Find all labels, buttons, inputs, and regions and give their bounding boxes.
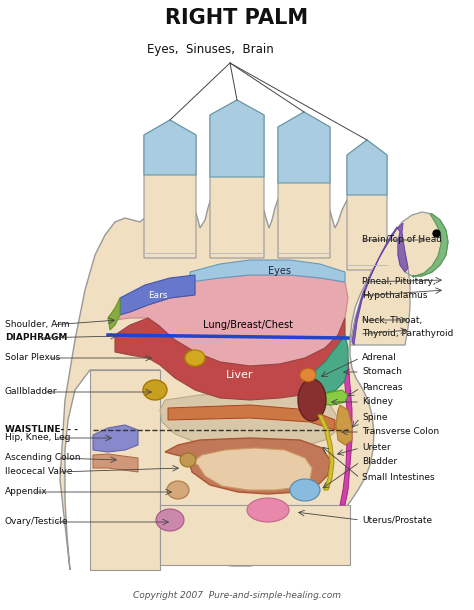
Polygon shape [340, 340, 352, 505]
Ellipse shape [156, 509, 184, 531]
Text: Pancreas: Pancreas [362, 384, 402, 392]
Ellipse shape [143, 380, 167, 400]
Text: Copyright 2007  Pure-and-simple-healing.com: Copyright 2007 Pure-and-simple-healing.c… [133, 592, 341, 600]
Text: Gallbladder: Gallbladder [5, 387, 57, 397]
Text: Small Intestines: Small Intestines [362, 473, 435, 483]
Polygon shape [210, 100, 264, 177]
Polygon shape [278, 112, 330, 183]
Text: Adrenal: Adrenal [362, 354, 397, 362]
Polygon shape [412, 214, 448, 276]
Polygon shape [160, 505, 350, 565]
Ellipse shape [180, 453, 196, 467]
Polygon shape [190, 260, 345, 282]
Polygon shape [350, 212, 448, 345]
Polygon shape [312, 335, 348, 393]
Ellipse shape [300, 368, 316, 381]
Polygon shape [93, 454, 138, 472]
Text: Ascending Colon: Ascending Colon [5, 453, 81, 462]
Text: Hypothalamus: Hypothalamus [362, 292, 428, 301]
Text: Uterus/Prostate: Uterus/Prostate [362, 515, 432, 525]
Polygon shape [165, 438, 330, 494]
Text: Kidney: Kidney [362, 398, 393, 406]
Text: Solar Plexus: Solar Plexus [5, 354, 60, 362]
Polygon shape [336, 405, 352, 445]
Text: Appendix: Appendix [5, 487, 48, 497]
Ellipse shape [247, 498, 289, 522]
Ellipse shape [298, 379, 326, 421]
Polygon shape [192, 448, 312, 490]
Polygon shape [144, 120, 196, 175]
Polygon shape [160, 393, 338, 449]
Polygon shape [115, 318, 345, 400]
Text: Thyroid, Parathyroid: Thyroid, Parathyroid [362, 329, 453, 339]
Polygon shape [90, 370, 160, 570]
Text: Spine: Spine [362, 414, 388, 423]
Polygon shape [168, 405, 335, 430]
Text: Stomach: Stomach [362, 367, 402, 376]
Text: DIAPHRAGM: DIAPHRAGM [5, 334, 67, 342]
Text: Lung/Breast/Chest: Lung/Breast/Chest [203, 320, 293, 330]
Text: Ileocecal Valve: Ileocecal Valve [5, 467, 73, 476]
Text: Liver: Liver [226, 370, 254, 380]
Text: Neck, Throat,: Neck, Throat, [362, 315, 422, 325]
Text: Bladder: Bladder [362, 458, 397, 467]
Ellipse shape [290, 479, 320, 501]
Polygon shape [120, 275, 195, 315]
Ellipse shape [167, 481, 189, 499]
Text: Transverse Colon: Transverse Colon [362, 428, 439, 437]
Polygon shape [318, 415, 334, 490]
Polygon shape [144, 120, 196, 258]
Polygon shape [318, 390, 348, 405]
Polygon shape [278, 112, 330, 258]
Text: Ovary/Testicle: Ovary/Testicle [5, 517, 69, 526]
Polygon shape [110, 275, 348, 366]
Text: Hip, Knee, Leg: Hip, Knee, Leg [5, 434, 71, 442]
Polygon shape [93, 425, 138, 452]
Polygon shape [352, 223, 408, 345]
Polygon shape [108, 298, 120, 330]
Text: Eyes: Eyes [268, 266, 292, 276]
Text: Pineal, Pituitary,: Pineal, Pituitary, [362, 278, 436, 287]
Text: Shoulder, Arm: Shoulder, Arm [5, 320, 70, 329]
Text: RIGHT PALM: RIGHT PALM [165, 8, 309, 28]
Text: Brain/Top of Head: Brain/Top of Head [362, 235, 442, 245]
Polygon shape [347, 140, 387, 195]
Ellipse shape [185, 350, 205, 366]
Polygon shape [210, 100, 264, 258]
Text: Eyes,  Sinuses,  Brain: Eyes, Sinuses, Brain [146, 43, 273, 57]
Text: Ears: Ears [148, 292, 168, 301]
Text: Ureter: Ureter [362, 443, 391, 453]
Text: WAISTLINE- - -: WAISTLINE- - - [5, 426, 78, 434]
Polygon shape [60, 172, 386, 570]
Polygon shape [347, 140, 387, 270]
